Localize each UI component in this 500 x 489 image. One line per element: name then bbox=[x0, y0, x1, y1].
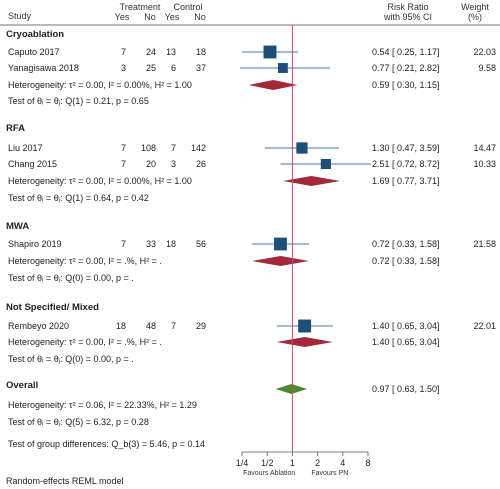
control-yes-value: 18 bbox=[166, 239, 176, 249]
x-axis-tick-label: 8 bbox=[365, 458, 370, 468]
treatment-yes-value: 7 bbox=[121, 239, 126, 249]
study-ci-text: 1.40 [ 0.65, 3.04] bbox=[372, 321, 440, 331]
treatment-yes-value: 7 bbox=[121, 47, 126, 57]
study-weight: 22.01 bbox=[473, 321, 496, 331]
study-point bbox=[298, 319, 312, 333]
group-heterogeneity: Heterogeneity: τ² = 0.00, I² = 0.00%, H²… bbox=[8, 80, 192, 90]
control-no-value: 26 bbox=[196, 159, 206, 169]
header-control: Control bbox=[173, 2, 202, 12]
control-yes-value: 7 bbox=[171, 143, 176, 153]
treatment-yes-value: 3 bbox=[121, 63, 126, 73]
study-label: Rembeyo 2020 bbox=[8, 321, 69, 331]
study-ci-text: 2.51 [ 0.72, 8.72] bbox=[372, 159, 440, 169]
x-axis-tick-label: 1/2 bbox=[261, 458, 274, 468]
control-no-value: 56 bbox=[196, 239, 206, 249]
control-yes-value: 7 bbox=[171, 321, 176, 331]
study-label: Caputo 2017 bbox=[8, 47, 60, 57]
header-treatment-yes: Yes bbox=[115, 12, 130, 22]
group-homogeneity-test: Test of θᵢ = θⱼ: Q(0) = 0.00, p = . bbox=[8, 354, 134, 364]
group-heterogeneity: Heterogeneity: τ² = 0.00, I² = 0.00%, H²… bbox=[8, 176, 192, 186]
header-weight-line2: (%) bbox=[468, 12, 482, 22]
group-homogeneity-test: Test of θᵢ = θⱼ: Q(0) = 0.00, p = . bbox=[8, 273, 134, 283]
x-axis-tick-label: 2 bbox=[315, 458, 320, 468]
favours-right-label: Favours PN bbox=[311, 470, 348, 477]
overall-ci-text: 0.97 [ 0.63, 1.50] bbox=[372, 384, 440, 394]
treatment-no-value: 24 bbox=[146, 47, 156, 57]
x-axis-tick-label: 1 bbox=[290, 458, 295, 468]
study-point bbox=[277, 63, 288, 73]
group-homogeneity-test: Test of θᵢ = θⱼ: Q(1) = 0.64, p = 0.42 bbox=[8, 193, 149, 203]
subgroup-pooled-ci-text: 0.59 [ 0.30, 1.15] bbox=[372, 80, 440, 90]
treatment-no-value: 20 bbox=[146, 159, 156, 169]
group-heterogeneity: Heterogeneity: τ² = 0.00, I² = .%, H² = … bbox=[8, 256, 162, 266]
study-label: Shapiro 2019 bbox=[8, 239, 62, 249]
control-no-value: 29 bbox=[196, 321, 206, 331]
group-label: MWA bbox=[6, 221, 29, 232]
favours-left-label: Favours Ablation bbox=[243, 470, 295, 477]
group-label: RFA bbox=[6, 123, 25, 134]
subgroup-pooled-diamond bbox=[248, 80, 298, 90]
study-ci-text: 0.77 [ 0.21, 2.82] bbox=[372, 63, 440, 73]
treatment-no-value: 48 bbox=[146, 321, 156, 331]
study-weight: 21.58 bbox=[473, 239, 496, 249]
overall-label: Overall bbox=[6, 380, 38, 391]
treatment-yes-value: 7 bbox=[121, 143, 126, 153]
treatment-no-value: 108 bbox=[141, 143, 156, 153]
header-treatment: Treatment bbox=[120, 2, 161, 12]
header-treatment-no: No bbox=[144, 12, 156, 22]
group-label: Not Specified/ Mixed bbox=[6, 302, 99, 313]
study-ci-text: 1.30 [ 0.47, 3.59] bbox=[372, 143, 440, 153]
header-effect-line2: with 95% CI bbox=[383, 12, 432, 22]
header-control-yes: Yes bbox=[165, 12, 180, 22]
study-ci-text: 0.54 [ 0.25, 1.17] bbox=[372, 47, 440, 57]
subgroup-pooled-ci-text: 1.40 [ 0.65, 3.04] bbox=[372, 337, 440, 347]
subgroup-pooled-diamond bbox=[252, 256, 310, 266]
group-label: Cryoablation bbox=[6, 29, 64, 40]
subgroup-pooled-diamond bbox=[282, 176, 341, 186]
study-point bbox=[296, 142, 308, 154]
treatment-no-value: 25 bbox=[146, 63, 156, 73]
overall-pooled-diamond bbox=[275, 384, 308, 394]
treatment-yes-value: 7 bbox=[121, 159, 126, 169]
subgroup-pooled-diamond bbox=[276, 337, 333, 347]
study-ci-text: 0.72 [ 0.33, 1.58] bbox=[372, 239, 440, 249]
header: Study Treatment Control Yes No Yes No Ri… bbox=[8, 2, 489, 22]
study-weight: 14.47 bbox=[473, 143, 496, 153]
study-weight: 22.03 bbox=[473, 47, 496, 57]
study-point bbox=[274, 237, 287, 251]
study-weight: 10.33 bbox=[473, 159, 496, 169]
study-label: Yanagisawa 2018 bbox=[8, 63, 79, 73]
study-weight: 9.58 bbox=[478, 63, 496, 73]
subgroup-pooled-ci-text: 0.72 [ 0.33, 1.58] bbox=[372, 256, 440, 266]
control-yes-value: 13 bbox=[166, 47, 176, 57]
group-heterogeneity: Heterogeneity: τ² = 0.00, I² = .%, H² = … bbox=[8, 337, 162, 347]
study-point bbox=[320, 158, 331, 170]
group-differences-test: Test of group differences: Q_b(3) = 5.46… bbox=[8, 439, 205, 449]
overall-homogeneity-test: Test of θᵢ = θⱼ: Q(5) = 6.32, p = 0.28 bbox=[8, 417, 149, 427]
x-axis-tick-label: 4 bbox=[340, 458, 345, 468]
header-weight-line1: Weight bbox=[461, 2, 489, 12]
group-homogeneity-test: Test of θᵢ = θⱼ: Q(1) = 0.21, p = 0.65 bbox=[8, 96, 149, 106]
x-axis-tick-label: 1/4 bbox=[236, 458, 249, 468]
study-label: Chang 2015 bbox=[8, 159, 57, 169]
footer-model: Random-effects REML model bbox=[6, 476, 124, 486]
control-yes-value: 6 bbox=[171, 63, 176, 73]
header-control-no: No bbox=[194, 12, 206, 22]
study-label: Liu 2017 bbox=[8, 143, 43, 153]
header-study: Study bbox=[8, 11, 32, 21]
subgroup-pooled-ci-text: 1.69 [ 0.77, 3.71] bbox=[372, 176, 440, 186]
treatment-yes-value: 18 bbox=[116, 321, 126, 331]
header-effect-line1: Risk Ratio bbox=[387, 2, 428, 12]
treatment-no-value: 33 bbox=[146, 239, 156, 249]
control-yes-value: 3 bbox=[171, 159, 176, 169]
overall-heterogeneity: Heterogeneity: τ² = 0.06, I² = 22.33%, H… bbox=[8, 400, 197, 410]
control-no-value: 37 bbox=[196, 63, 206, 73]
control-no-value: 142 bbox=[191, 143, 206, 153]
control-no-value: 18 bbox=[196, 47, 206, 57]
study-point bbox=[263, 45, 277, 59]
